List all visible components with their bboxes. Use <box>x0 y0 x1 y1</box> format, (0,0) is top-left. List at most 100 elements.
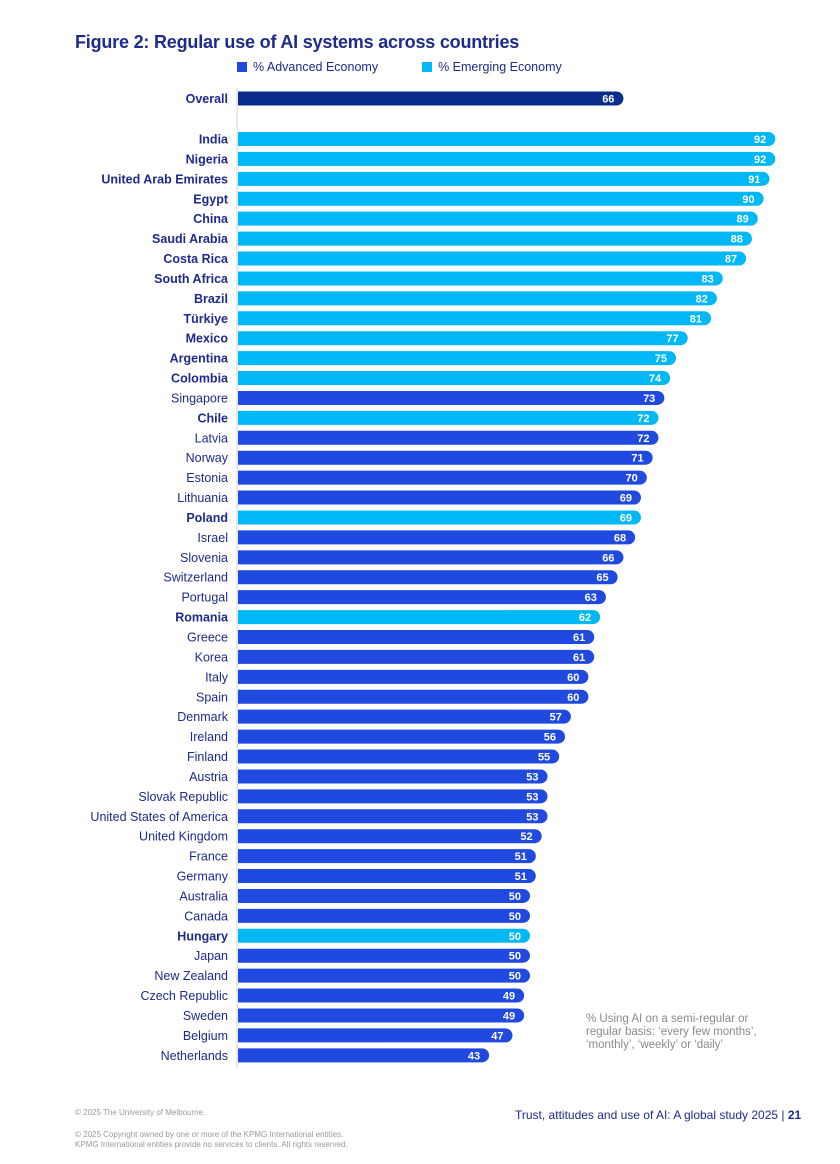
category-label: Norway <box>186 451 229 465</box>
value-label: 62 <box>579 612 591 624</box>
bar-row-chile: Chile 72 <box>197 410 659 425</box>
category-label: Brazil <box>194 292 228 306</box>
bar-row-united-states-of-america: United States of America 53 <box>90 809 548 824</box>
bar <box>238 410 659 425</box>
category-label: France <box>189 850 228 864</box>
value-label: 91 <box>748 174 760 186</box>
bar-row-costa-rica: Costa Rica 87 <box>163 251 747 266</box>
chart-title: Figure 2: Regular use of AI systems acro… <box>75 32 520 52</box>
bar <box>238 669 589 684</box>
footer-report-title: Trust, attitudes and use of AI: A global… <box>515 1108 801 1122</box>
category-label: South Africa <box>154 272 229 286</box>
bar-row-greece: Greece 61 <box>187 630 595 645</box>
value-label: 72 <box>637 433 649 445</box>
bar <box>238 151 776 166</box>
bar <box>238 729 566 744</box>
bar-row-india: India 92 <box>199 132 776 147</box>
value-label: 60 <box>567 672 579 684</box>
bar-row-estonia: Estonia 70 <box>186 470 647 485</box>
bar <box>238 689 589 704</box>
bar <box>238 371 671 386</box>
category-label: Belgium <box>183 1029 228 1043</box>
category-label: Romania <box>175 611 229 625</box>
bar-row-new-zealand: New Zealand 50 <box>154 968 530 983</box>
value-label: 49 <box>503 991 515 1003</box>
category-label: Latvia <box>195 431 228 445</box>
bar <box>238 649 595 664</box>
value-label: 43 <box>468 1050 480 1062</box>
bar-row-hungary: Hungary 50 <box>177 928 530 943</box>
value-label: 56 <box>544 732 556 744</box>
bar <box>238 809 548 824</box>
legend-swatch-emerging <box>422 62 433 72</box>
bar-row-slovak-republic: Slovak Republic 53 <box>138 789 548 804</box>
category-label: Netherlands <box>161 1049 228 1063</box>
category-label: United States of America <box>90 810 228 824</box>
category-label: Ireland <box>190 730 228 744</box>
bar-row-united-kingdom: United Kingdom 52 <box>139 829 542 844</box>
bar-row-korea: Korea 61 <box>195 649 595 664</box>
bar <box>238 351 677 366</box>
bar-row-italy: Italy 60 <box>205 669 589 684</box>
bar <box>238 988 525 1003</box>
bar-row-egypt: Egypt 90 <box>193 191 764 206</box>
value-label: 53 <box>526 811 538 823</box>
value-label: 57 <box>550 712 562 724</box>
bar <box>238 948 530 963</box>
value-label: 69 <box>620 512 632 524</box>
bar <box>238 789 548 804</box>
bar <box>238 570 618 585</box>
bar <box>238 331 688 346</box>
value-label: 82 <box>696 293 708 305</box>
value-label: 87 <box>725 254 737 266</box>
bar <box>238 630 595 644</box>
bar-row-colombia: Colombia 74 <box>171 371 671 386</box>
category-label: New Zealand <box>154 969 228 983</box>
legend-label-emerging: % Emerging Economy <box>438 60 562 74</box>
value-label: 68 <box>614 532 626 544</box>
bar-row-australia: Australia 50 <box>179 888 530 903</box>
bar <box>238 1048 490 1063</box>
value-label: 83 <box>701 273 713 285</box>
category-label: Israel <box>197 531 228 545</box>
bar-row-finland: Finland 55 <box>187 749 560 764</box>
category-label: Costa Rica <box>163 252 229 266</box>
value-label: 55 <box>538 752 550 764</box>
bar <box>238 590 606 605</box>
chart-annotation: % Using AI on a semi-regular or regular … <box>586 1013 757 1051</box>
value-label: 63 <box>585 592 597 604</box>
category-label: Portugal <box>181 591 228 605</box>
bar-row-saudi-arabia: Saudi Arabia 88 <box>152 231 752 246</box>
category-label: Sweden <box>183 1009 228 1023</box>
value-label: 72 <box>637 413 649 425</box>
bar-row-singapore: Singapore 73 <box>171 390 665 405</box>
category-label: Greece <box>187 631 228 645</box>
bar-row-overall: Overall 66 <box>186 91 624 106</box>
value-label: 77 <box>666 333 678 345</box>
category-label: Nigeria <box>186 152 229 166</box>
bar-row-brazil: Brazil 82 <box>194 291 717 306</box>
value-label: 92 <box>754 134 766 146</box>
value-label: 49 <box>503 1010 515 1022</box>
bar <box>238 470 647 485</box>
category-label: China <box>193 212 229 226</box>
bar-row-netherlands: Netherlands 43 <box>161 1048 490 1063</box>
bar-row-lithuania: Lithuania 69 <box>177 490 641 505</box>
value-label: 47 <box>491 1030 503 1042</box>
bar-row-united-arab-emirates: United Arab Emirates 91 <box>101 171 770 186</box>
bar <box>238 390 665 405</box>
value-label: 92 <box>754 154 766 166</box>
bar <box>238 251 747 266</box>
value-label: 88 <box>731 234 743 246</box>
bar-row-austria: Austria 53 <box>189 769 548 784</box>
footer-copyright-kpmg: © 2025 Copyright owned by one or more of… <box>75 1130 344 1139</box>
bar-row-slovenia: Slovenia 66 <box>180 550 624 565</box>
bar-row-switzerland: Switzerland 65 <box>163 570 618 585</box>
bar <box>238 91 624 106</box>
value-label: 50 <box>509 931 521 943</box>
bar-row-latvia: Latvia 72 <box>195 430 659 445</box>
bar-row-portugal: Portugal 63 <box>181 590 606 605</box>
category-label: Egypt <box>193 192 229 206</box>
bar <box>238 1028 513 1043</box>
bar <box>238 211 758 226</box>
